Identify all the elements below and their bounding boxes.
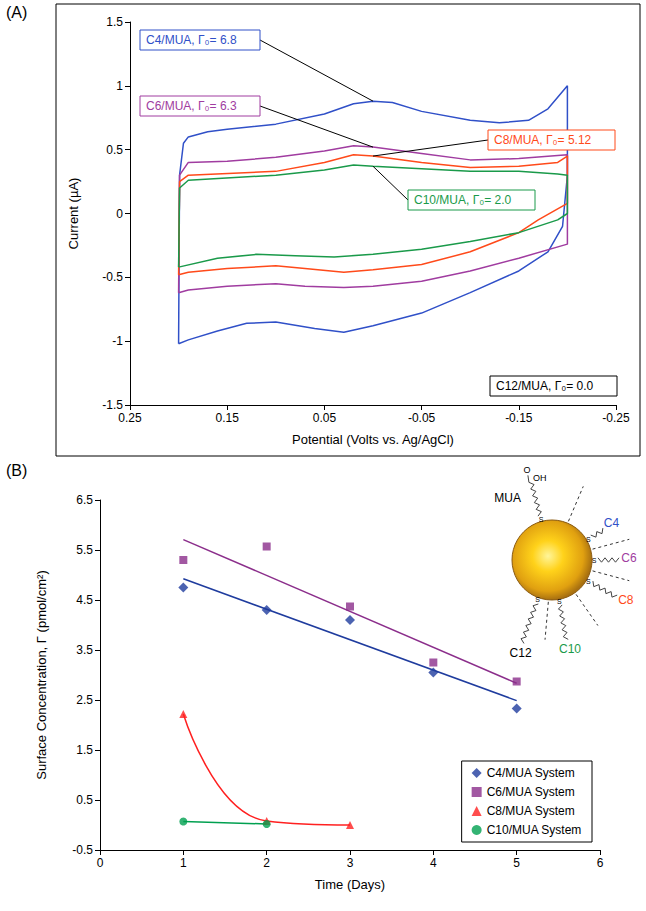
svg-text:0.05: 0.05 [313,411,337,425]
svg-text:4.5: 4.5 [76,593,93,607]
svg-text:-1: -1 [112,334,123,348]
svg-text:-0.05: -0.05 [408,411,436,425]
svg-text:C12: C12 [510,646,532,660]
svg-text:3.5: 3.5 [76,643,93,657]
svg-text:4: 4 [430,856,437,870]
svg-text:C4/MUA System: C4/MUA System [487,766,575,780]
svg-text:S: S [535,596,540,603]
svg-text:5.5: 5.5 [76,543,93,557]
svg-text:2: 2 [263,856,270,870]
svg-text:S: S [539,516,544,523]
svg-text:C8/MUA, Γ₀= 5.12: C8/MUA, Γ₀= 5.12 [494,133,592,147]
svg-text:C4: C4 [604,516,620,530]
svg-text:0.5: 0.5 [76,793,93,807]
svg-text:C12/MUA, Γ₀= 0.0: C12/MUA, Γ₀= 0.0 [496,379,594,393]
svg-text:Time (Days): Time (Days) [315,877,385,892]
svg-text:5: 5 [513,856,520,870]
svg-text:6.5: 6.5 [76,493,93,507]
svg-text:3: 3 [347,856,354,870]
svg-text:0.5: 0.5 [106,143,123,157]
svg-text:C6/MUA, Γ₀= 6.3: C6/MUA, Γ₀= 6.3 [146,99,237,113]
svg-text:S: S [557,598,562,605]
svg-text:OH: OH [533,473,547,483]
svg-text:S: S [586,536,591,543]
svg-text:1.5: 1.5 [106,15,123,29]
svg-text:C10/MUA System: C10/MUA System [487,823,582,837]
svg-text:S: S [592,557,597,564]
svg-text:0.25: 0.25 [118,411,142,425]
svg-text:C10: C10 [559,642,581,656]
svg-text:C8/MUA System: C8/MUA System [487,804,575,818]
svg-text:Potential (Volts vs. Ag/AgCl): Potential (Volts vs. Ag/AgCl) [292,432,454,447]
svg-text:MUA: MUA [494,491,521,505]
svg-text:0.15: 0.15 [216,411,240,425]
svg-text:(A): (A) [6,4,27,21]
svg-text:-0.25: -0.25 [602,411,630,425]
svg-text:C10/MUA, Γ₀= 2.0: C10/MUA, Γ₀= 2.0 [414,193,512,207]
svg-text:C6: C6 [621,551,637,565]
svg-text:-0.15: -0.15 [505,411,533,425]
svg-text:1: 1 [116,79,123,93]
svg-text:C6/MUA System: C6/MUA System [487,785,575,799]
svg-text:C8: C8 [618,593,634,607]
svg-text:1.5: 1.5 [76,743,93,757]
svg-text:-0.5: -0.5 [102,270,123,284]
svg-text:C4/MUA, Γ₀= 6.8: C4/MUA, Γ₀= 6.8 [146,33,237,47]
svg-text:2.5: 2.5 [76,693,93,707]
svg-text:0: 0 [97,856,104,870]
svg-text:1: 1 [180,856,187,870]
svg-text:0: 0 [116,207,123,221]
svg-text:Current (µA): Current (µA) [66,178,81,250]
svg-text:S: S [586,578,591,585]
svg-text:Surface Concentration, Γ (pmol: Surface Concentration, Γ (pmol/cm²) [34,570,49,779]
svg-text:(B): (B) [6,462,27,479]
svg-text:O: O [523,465,530,475]
svg-text:6: 6 [597,856,604,870]
svg-text:-0.5: -0.5 [72,843,93,857]
svg-text:-1.5: -1.5 [102,398,123,412]
